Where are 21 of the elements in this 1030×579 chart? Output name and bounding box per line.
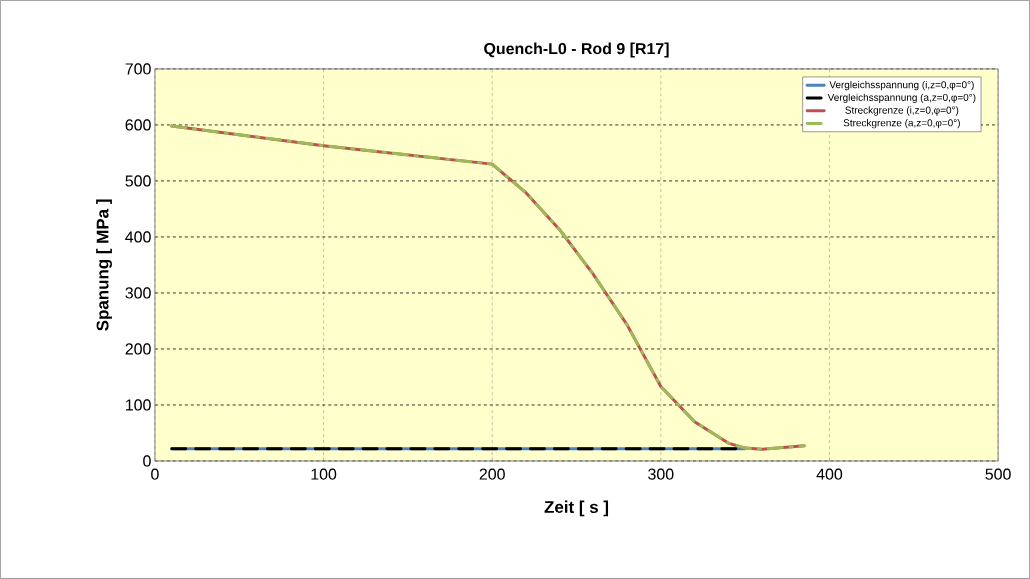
legend-label: Streckgrenze (a,z=0,φ=0°) [843,119,960,129]
x-tick-label: 100 [311,468,337,480]
legend-label: Vergleichsspannung (a,z=0,φ=0°) [827,93,976,103]
x-tick-label: 200 [479,468,505,480]
y-tick-label: 300 [125,287,151,299]
y-tick-label: 500 [125,175,151,187]
y-tick-label: 700 [125,63,151,75]
y-tick-label: 100 [126,399,151,411]
chart-title: Quench-L0 - Rod 9 [R17] [484,42,669,58]
legend-label: Streckgrenze (i,z=0,φ=0°) [845,106,959,116]
y-axis-title: Spanung [ MPa ] [96,199,112,331]
x-tick-label: 500 [985,468,1011,480]
y-tick-label: 400 [125,231,151,243]
y-tick-label: 600 [125,119,151,131]
legend-label: Vergleichsspannung (i,z=0,φ=0°) [829,80,974,91]
x-tick-label: 400 [816,468,843,480]
x-axis-title: Zeit [ s ] [544,500,609,517]
y-tick-label: 0 [143,455,151,467]
x-tick-label: 0 [151,468,159,480]
x-tick-label: 300 [648,468,674,480]
y-tick-label: 200 [125,343,151,355]
